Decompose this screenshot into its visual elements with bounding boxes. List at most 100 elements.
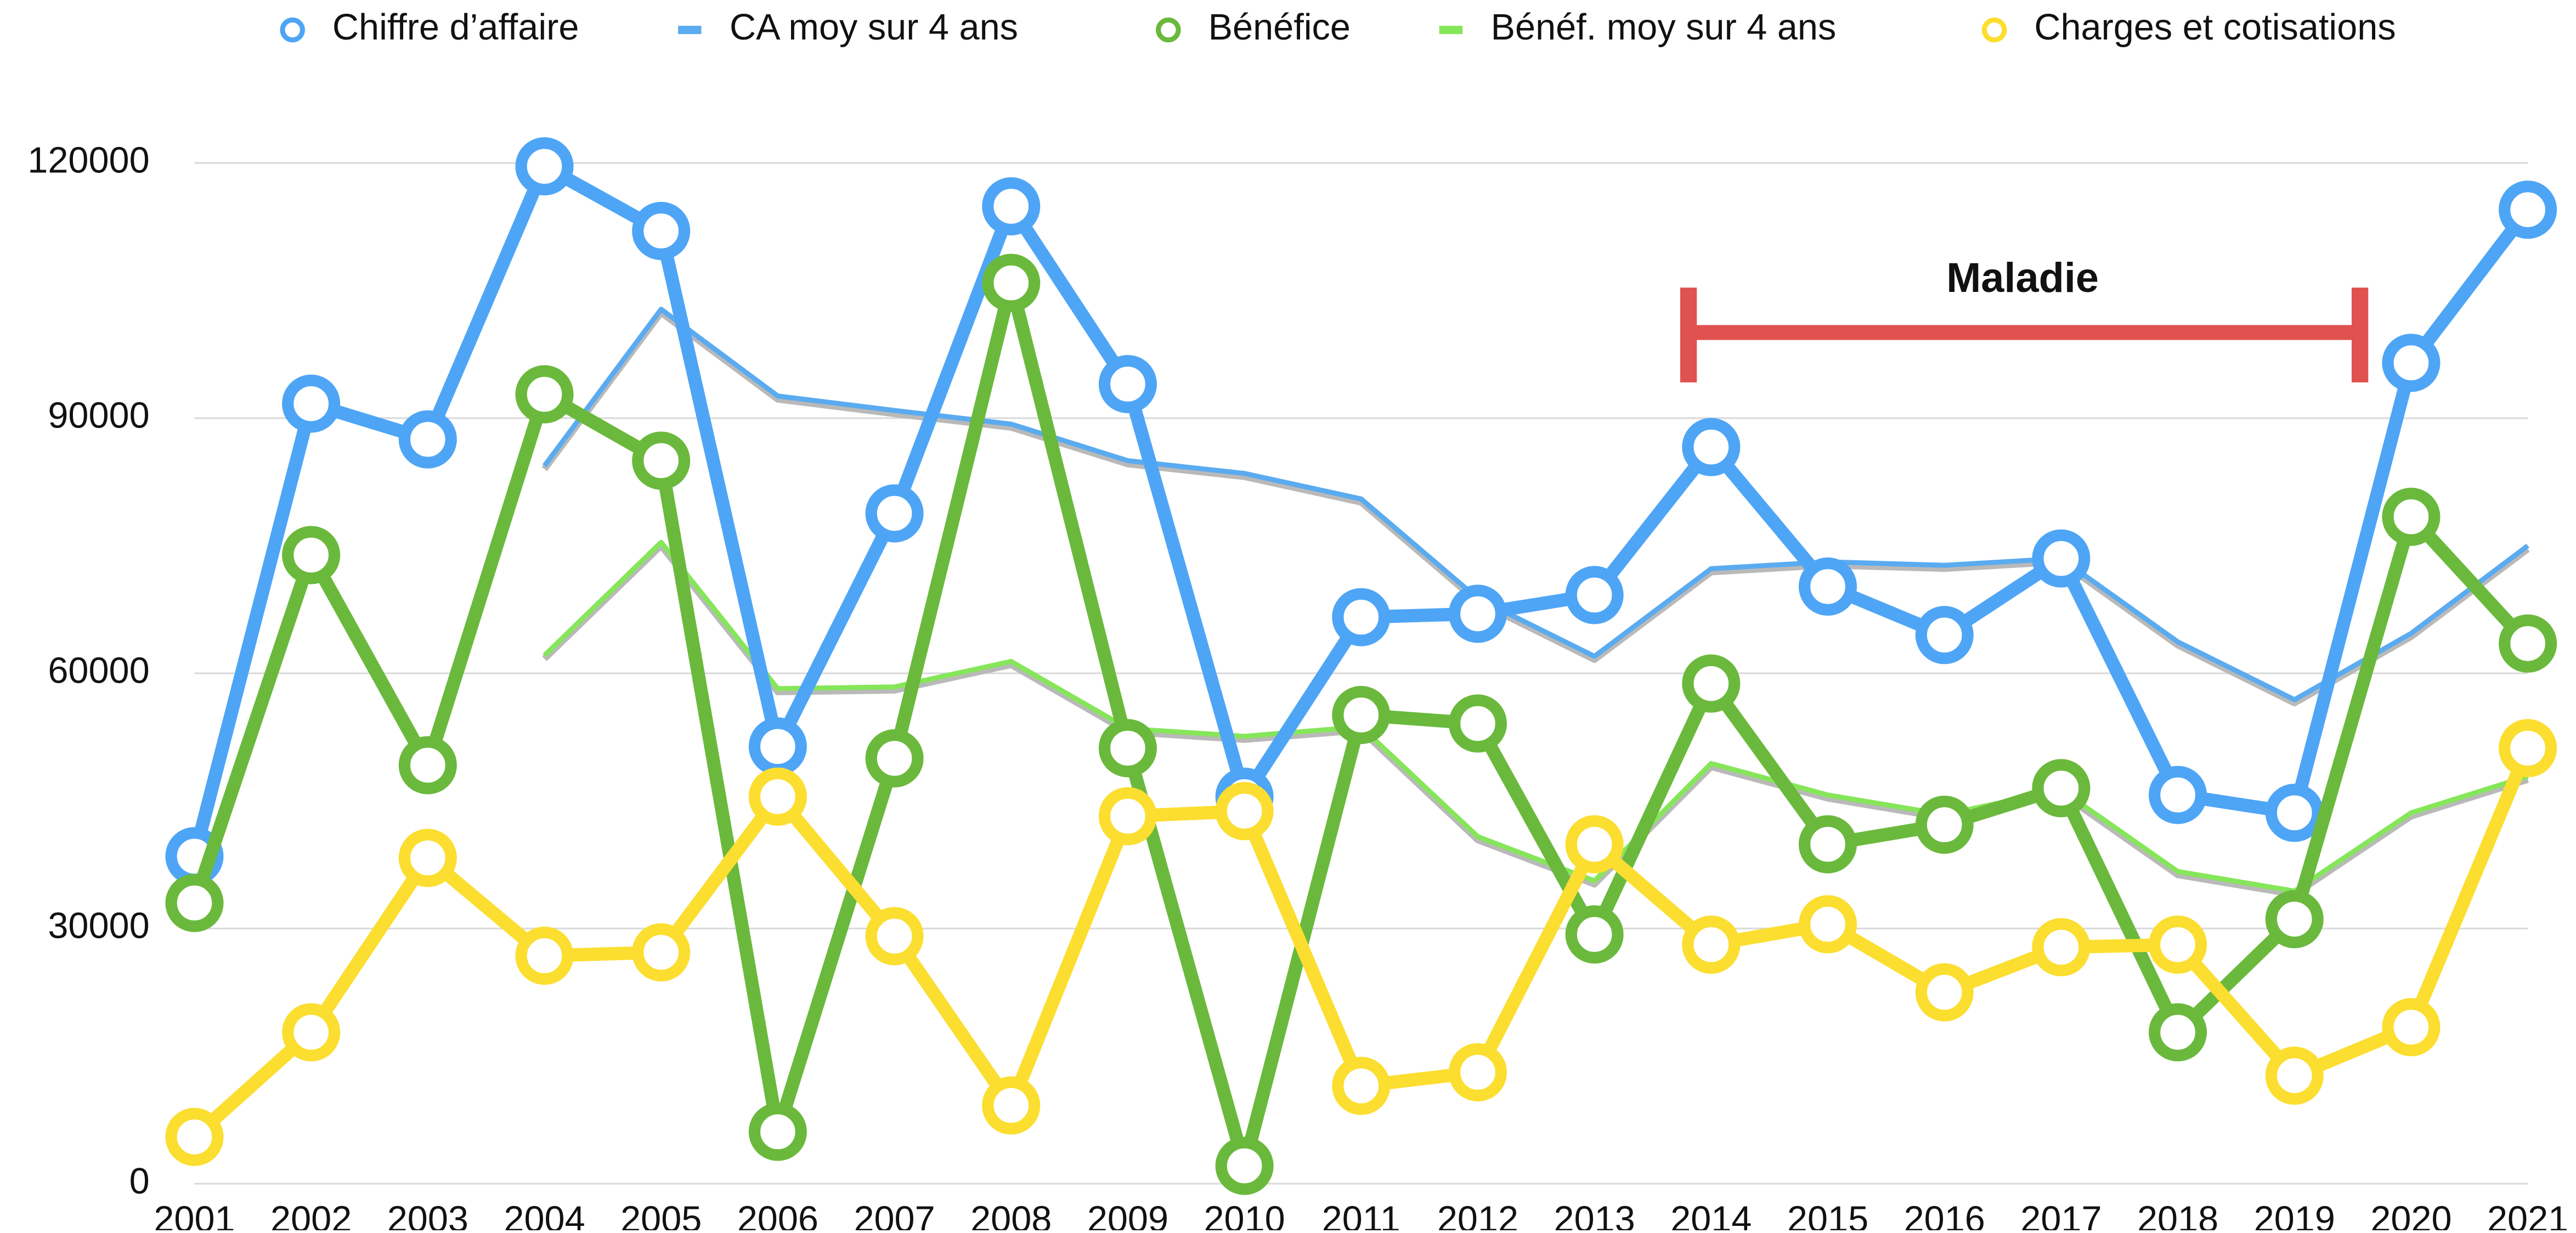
x-tick-label: 2013 (1554, 1199, 1635, 1230)
line-shadow (542, 542, 2529, 898)
series-line (543, 539, 2529, 894)
series-line (188, 160, 2533, 858)
point (2382, 998, 2441, 1056)
point (1098, 719, 1157, 778)
series-lines (165, 137, 2557, 1195)
legend-label: CA moy sur 4 ans (730, 7, 1018, 48)
point (1799, 815, 1857, 874)
annotation: Maladie (1946, 255, 2099, 301)
x-tick-label: 2005 (620, 1199, 702, 1230)
point (632, 201, 691, 260)
x-tick-label: 2019 (2254, 1199, 2335, 1230)
x-tick-label: 2020 (2370, 1199, 2451, 1230)
x-tick-label: 2011 (1322, 1199, 1400, 1230)
x-tick-label: 2007 (854, 1199, 935, 1230)
y-tick-label: 60000 (48, 651, 149, 691)
point (2499, 614, 2557, 673)
point (982, 254, 1041, 312)
point (515, 365, 574, 424)
point (1448, 694, 1507, 753)
x-tick-label: 2006 (737, 1199, 818, 1230)
x-tick-label: 2014 (1670, 1199, 1752, 1230)
x-tick-label: 2009 (1087, 1199, 1168, 1230)
x-tick-label: 2001 (154, 1199, 235, 1230)
series-line (542, 307, 2529, 702)
point (1799, 557, 1857, 616)
y-tick-label: 90000 (48, 396, 149, 436)
point (398, 410, 457, 469)
point (1799, 895, 1857, 954)
point (165, 874, 224, 932)
point (2032, 529, 2091, 588)
point (398, 829, 457, 887)
point (1682, 654, 1741, 713)
point (748, 1102, 807, 1161)
point (165, 1107, 224, 1166)
point (1332, 685, 1391, 745)
point (2265, 1046, 2324, 1105)
point (515, 137, 574, 196)
x-tick-label: 2021 (2487, 1199, 2568, 1230)
point (748, 717, 807, 776)
point (1098, 787, 1157, 846)
point (2265, 890, 2324, 949)
point (865, 484, 924, 543)
x-tick-label: 2008 (970, 1199, 1052, 1230)
y-tick-label: 30000 (48, 906, 149, 947)
point (2499, 181, 2557, 239)
point (282, 1003, 341, 1062)
legend-label: Bénéfice (1208, 7, 1351, 48)
point (282, 526, 341, 584)
x-tick-label: 2012 (1437, 1199, 1518, 1230)
point (1682, 915, 1741, 974)
x-tick-label: 2002 (270, 1199, 352, 1230)
y-tick-label: 0 (129, 1161, 150, 1202)
point (632, 431, 691, 490)
legend-marker (280, 17, 305, 43)
legend-label: Bénéf. moy sur 4 ans (1491, 7, 1837, 48)
legend-label: Charges et cotisations (2034, 7, 2396, 48)
point (1565, 566, 1624, 624)
point (2499, 719, 2557, 778)
point (2382, 487, 2441, 546)
point (632, 923, 691, 982)
point (2149, 765, 2207, 824)
point (2032, 918, 2091, 977)
point (2382, 334, 2441, 392)
x-tick-label: 2015 (1787, 1199, 1868, 1230)
point (982, 177, 1041, 236)
point (2265, 784, 2324, 842)
x-tick-label: 2003 (387, 1199, 468, 1230)
point (865, 907, 924, 966)
x-tick-label: 2017 (2020, 1199, 2102, 1230)
point (1215, 1136, 1274, 1195)
point (1098, 354, 1157, 413)
ticks: 0 30000 60000 90000 120000 2001 2002 2003 2004 20… (27, 140, 2568, 1233)
point (1915, 606, 1974, 665)
x-tick-label: 2004 (504, 1199, 585, 1230)
point (398, 736, 457, 795)
point (1915, 795, 1974, 854)
average-lines (541, 307, 2530, 898)
point (1682, 418, 1741, 476)
point (1332, 588, 1391, 646)
line-shadow (541, 309, 2530, 707)
x-tick-label: 2016 (1904, 1199, 1985, 1230)
legend: Chiffre d’affaire CA moy sur 4 ans Bénéfic… (280, 7, 2396, 48)
plot: 0 30000 60000 90000 120000 2001 2002 2003 2004 20… (27, 7, 2568, 1233)
point (748, 767, 807, 826)
y-tick-label: 120000 (27, 140, 149, 181)
point (1565, 905, 1624, 964)
point (2149, 1003, 2207, 1062)
x-tick-label: 2010 (1204, 1199, 1285, 1230)
point (1215, 782, 1274, 841)
point (1332, 1056, 1391, 1115)
x-tick-label: 2018 (2137, 1199, 2218, 1230)
point (1448, 584, 1507, 643)
point (2032, 759, 2091, 818)
point (2149, 915, 2207, 974)
legend-label: Chiffre d’affaire (332, 7, 579, 48)
annotation-bracket (1680, 288, 2369, 382)
point (1915, 963, 1974, 1022)
